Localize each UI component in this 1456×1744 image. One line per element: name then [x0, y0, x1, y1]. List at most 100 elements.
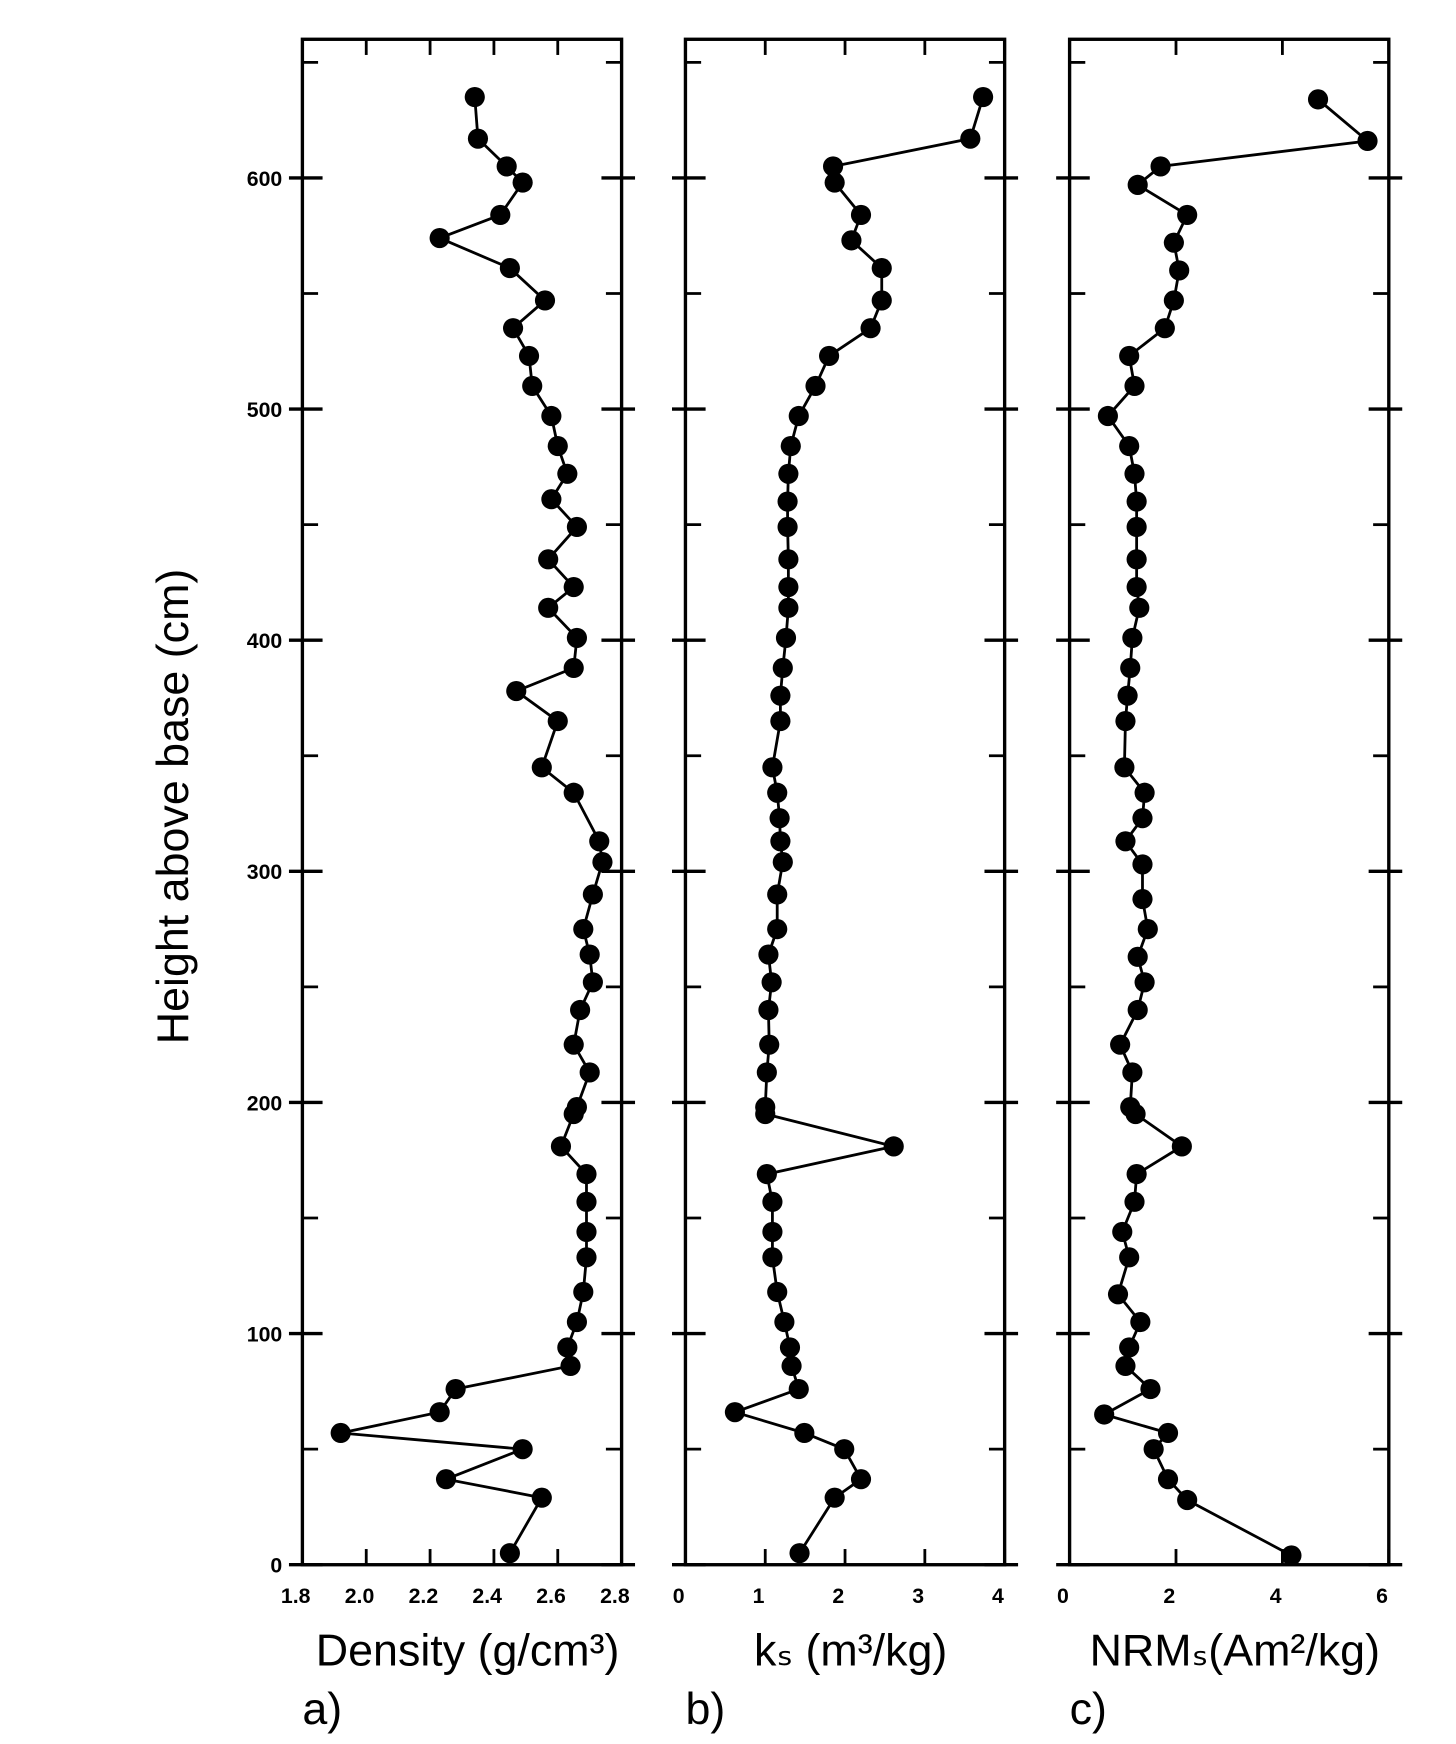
data-point: [1126, 549, 1147, 570]
data-point: [1132, 854, 1153, 875]
data-point: [1126, 516, 1147, 538]
data-point: [767, 919, 788, 940]
data-point: [772, 657, 793, 679]
x-tick-label: 2.0: [345, 1584, 375, 1608]
data-point: [775, 627, 797, 648]
y-tick-label: 400: [247, 629, 282, 653]
data-point: [883, 1136, 904, 1157]
data-point: [1127, 946, 1148, 967]
data-point: [499, 1543, 520, 1564]
data-point: [1157, 1469, 1179, 1490]
data-point: [512, 1439, 533, 1460]
plot-frame: [1067, 37, 1391, 1567]
data-point: [429, 227, 450, 249]
data-point: [781, 1355, 802, 1377]
data-point: [850, 1469, 872, 1490]
data-point: [1117, 685, 1138, 706]
data-point: [1150, 156, 1171, 177]
data-point: [1307, 89, 1329, 110]
data-point: [563, 782, 584, 803]
data-point: [755, 1103, 776, 1125]
plot-frame: [300, 37, 624, 1567]
data-point: [1143, 1439, 1164, 1460]
data-point: [1163, 290, 1184, 311]
data-point: [582, 884, 603, 905]
plot-frame: [683, 37, 1007, 1567]
data-point: [550, 1136, 572, 1157]
data-point: [778, 549, 799, 570]
data-point: [499, 258, 520, 279]
x-tick-label: 2.6: [536, 1584, 566, 1608]
data-point: [1171, 1136, 1192, 1157]
data-point: [770, 831, 791, 852]
data-point: [1132, 808, 1153, 829]
y-tick-label: 200: [247, 1091, 282, 1115]
data-point: [1126, 1164, 1147, 1185]
x-axis-label: kₛ (m³/kg): [754, 1626, 947, 1676]
data-point: [573, 919, 594, 940]
data-point: [841, 230, 862, 251]
data-point: [767, 884, 788, 905]
data-point: [1126, 491, 1147, 512]
data-point: [758, 944, 779, 965]
x-tick-label: 2: [1163, 1584, 1175, 1608]
data-point: [779, 1337, 801, 1358]
data-point: [759, 1034, 780, 1055]
data-point: [557, 463, 578, 484]
data-point: [576, 1247, 597, 1268]
data-point: [1140, 1378, 1161, 1400]
data-point: [1163, 232, 1184, 253]
data-point: [774, 1311, 795, 1333]
data-point: [1129, 597, 1150, 618]
data-point: [769, 808, 790, 829]
data-point: [566, 627, 587, 648]
y-tick-label: 500: [247, 398, 282, 422]
data-point: [1124, 375, 1145, 397]
data-point: [579, 944, 600, 965]
data-point: [1115, 711, 1136, 732]
data-point: [566, 1311, 587, 1333]
data-point: [1281, 1545, 1302, 1566]
data-point: [522, 375, 543, 397]
x-tick-label: 4: [992, 1584, 1004, 1608]
data-point: [778, 597, 799, 618]
data-point: [780, 435, 801, 457]
data-point: [767, 782, 788, 803]
data-point: [563, 1103, 584, 1125]
data-point: [464, 86, 485, 108]
data-point: [767, 1281, 788, 1303]
data-point: [435, 1469, 457, 1490]
data-point: [1110, 1034, 1131, 1055]
data-point: [1119, 1247, 1140, 1268]
x-tick-label: 6: [1376, 1584, 1388, 1608]
data-point: [1119, 345, 1140, 367]
data-point: [1157, 1422, 1179, 1444]
data-point: [762, 757, 783, 778]
data-point: [772, 852, 793, 873]
data-point: [330, 1422, 351, 1444]
data-point: [756, 1164, 777, 1185]
data-point: [758, 999, 779, 1021]
x-tick-label: 3: [912, 1584, 924, 1608]
data-point: [547, 711, 568, 732]
panel-label: a): [302, 1684, 342, 1734]
data-point: [819, 345, 840, 367]
x-tick-label: 0: [673, 1584, 685, 1608]
data-point: [770, 685, 791, 706]
data-point: [1169, 260, 1190, 281]
data-point: [1107, 1284, 1129, 1305]
y-tick-label: 100: [247, 1322, 282, 1346]
data-point: [570, 999, 591, 1021]
panel-label: c): [1070, 1684, 1107, 1734]
data-point: [871, 290, 892, 311]
data-point: [547, 435, 568, 457]
data-point: [973, 86, 994, 108]
data-point: [1134, 972, 1155, 993]
data-point: [834, 1439, 855, 1460]
data-point: [573, 1281, 594, 1303]
data-point: [512, 172, 533, 193]
data-point: [789, 1543, 810, 1564]
data-line: [730, 96, 985, 1554]
data-point: [490, 204, 511, 226]
x-tick-label: 1.8: [281, 1584, 311, 1608]
